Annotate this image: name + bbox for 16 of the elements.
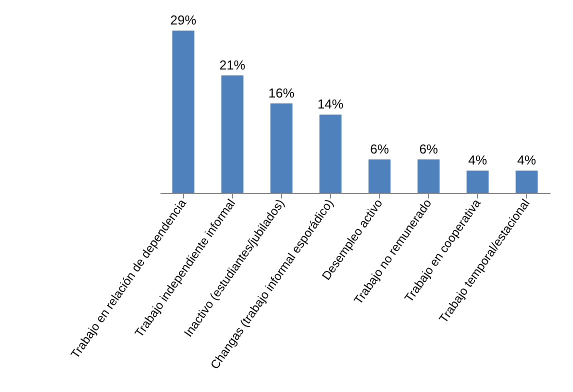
data-label: 4% — [468, 152, 488, 168]
bar — [466, 170, 489, 193]
data-label: 4% — [517, 152, 537, 168]
bar — [368, 159, 391, 193]
data-label: 21% — [219, 57, 246, 72]
bar — [221, 75, 244, 193]
data-label: 14% — [317, 96, 344, 112]
data-label: 16% — [268, 85, 295, 100]
bar — [418, 159, 440, 193]
bar — [172, 30, 194, 193]
data-label: 6% — [419, 141, 438, 156]
bar — [516, 170, 538, 193]
bar — [319, 114, 342, 193]
data-label: 6% — [370, 141, 390, 156]
data-label: 29% — [170, 12, 197, 28]
bar — [270, 103, 292, 193]
